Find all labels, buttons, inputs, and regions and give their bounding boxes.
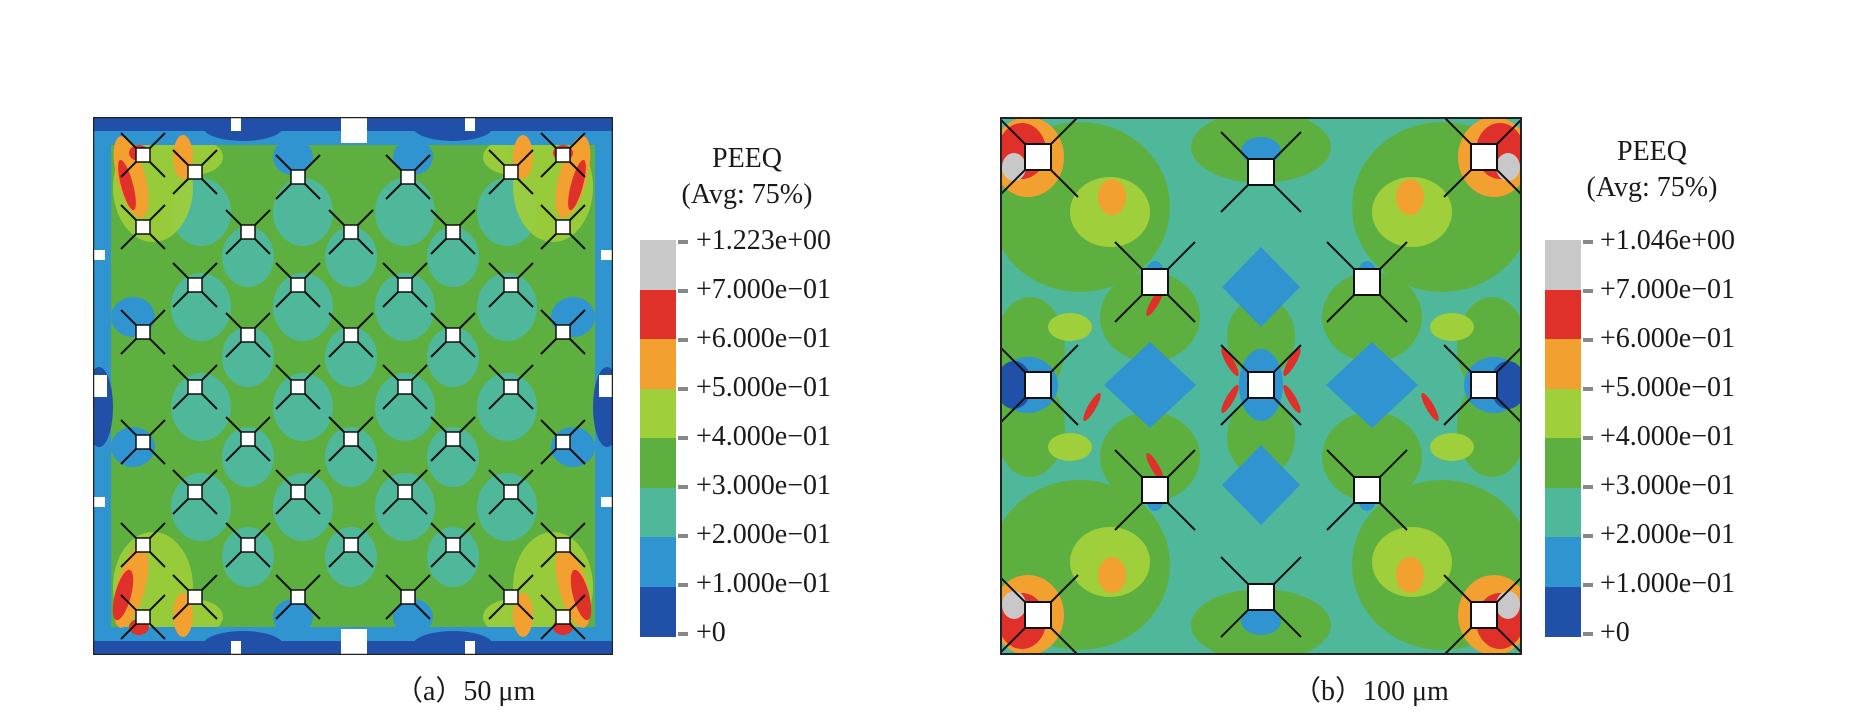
color-band	[1545, 289, 1581, 340]
tick-mark	[678, 436, 688, 440]
legend-tick-label: +7.000e−01	[696, 274, 832, 305]
color-band	[640, 388, 676, 439]
tick-mark	[1583, 338, 1593, 342]
legend-tick-label: +0	[696, 617, 726, 648]
legend-tick-label: +5.000e−01	[696, 372, 832, 403]
tick-mark	[678, 289, 688, 293]
color-band	[640, 438, 676, 488]
tick-mark	[1583, 534, 1593, 538]
caption-a: （a）50 μm	[395, 676, 536, 707]
legend-tick-label: +1.223e+00	[696, 225, 832, 256]
color-band	[1545, 438, 1581, 488]
tick-mark	[1583, 632, 1593, 636]
legend-title-a: PEEQ (Avg: 75%)	[647, 141, 847, 213]
color-band	[640, 240, 676, 290]
legend-title-variable: PEEQ	[712, 143, 782, 174]
legend-tick-label: +2.000e−01	[696, 519, 832, 550]
tick-mark	[1583, 436, 1593, 440]
tick-mark	[678, 240, 688, 244]
color-band	[1545, 586, 1581, 637]
tick-mark	[678, 583, 688, 587]
tick-mark	[1583, 240, 1593, 244]
legend-tick-label: +5.000e−01	[1600, 372, 1736, 403]
color-band	[1545, 487, 1581, 538]
tick-mark	[678, 632, 688, 636]
legend-tick-label: +1.000e−01	[1600, 568, 1736, 599]
tick-mark	[678, 387, 688, 391]
legend-tick-label: +6.000e−01	[1600, 323, 1736, 354]
legend-tick-label: +0	[1600, 617, 1630, 648]
legend-tick-label: +4.000e−01	[696, 421, 832, 452]
legend-title-b: PEEQ (Avg: 75%)	[1552, 134, 1752, 206]
color-band	[1545, 537, 1581, 587]
color-band	[640, 339, 676, 389]
tick-mark	[678, 338, 688, 342]
caption-b: （b）100 μm	[1293, 676, 1449, 707]
tick-mark	[678, 534, 688, 538]
color-band	[1545, 388, 1581, 439]
legend-tick-label: +7.000e−01	[1600, 274, 1736, 305]
legend-tick-label: +3.000e−01	[696, 470, 832, 501]
color-scale-bar-b	[1545, 240, 1581, 637]
legend-tick-label: +2.000e−01	[1600, 519, 1736, 550]
tick-mark	[1583, 289, 1593, 293]
tick-mark	[1583, 583, 1593, 587]
legend-tick-label: +1.000e−01	[696, 568, 832, 599]
peeq-contour-plot-b	[1000, 117, 1522, 655]
peeq-contour-plot-a	[93, 117, 613, 655]
color-band	[1545, 240, 1581, 290]
tick-mark	[1583, 387, 1593, 391]
legend-tick-label: +1.046e+00	[1600, 225, 1736, 256]
color-band	[640, 289, 676, 340]
legend-tick-label: +3.000e−01	[1600, 470, 1736, 501]
color-scale-bar-a	[640, 240, 676, 637]
legend-tick-label: +4.000e−01	[1600, 421, 1736, 452]
color-band	[1545, 339, 1581, 389]
color-band	[640, 487, 676, 538]
legend-title-variable: PEEQ	[1617, 136, 1687, 167]
color-band	[640, 537, 676, 587]
legend-tick-label: +6.000e−01	[696, 323, 832, 354]
color-band	[640, 586, 676, 637]
legend-title-averaging: (Avg: 75%)	[1586, 172, 1718, 203]
tick-mark	[678, 485, 688, 489]
legend-title-averaging: (Avg: 75%)	[681, 179, 813, 210]
tick-mark	[1583, 485, 1593, 489]
